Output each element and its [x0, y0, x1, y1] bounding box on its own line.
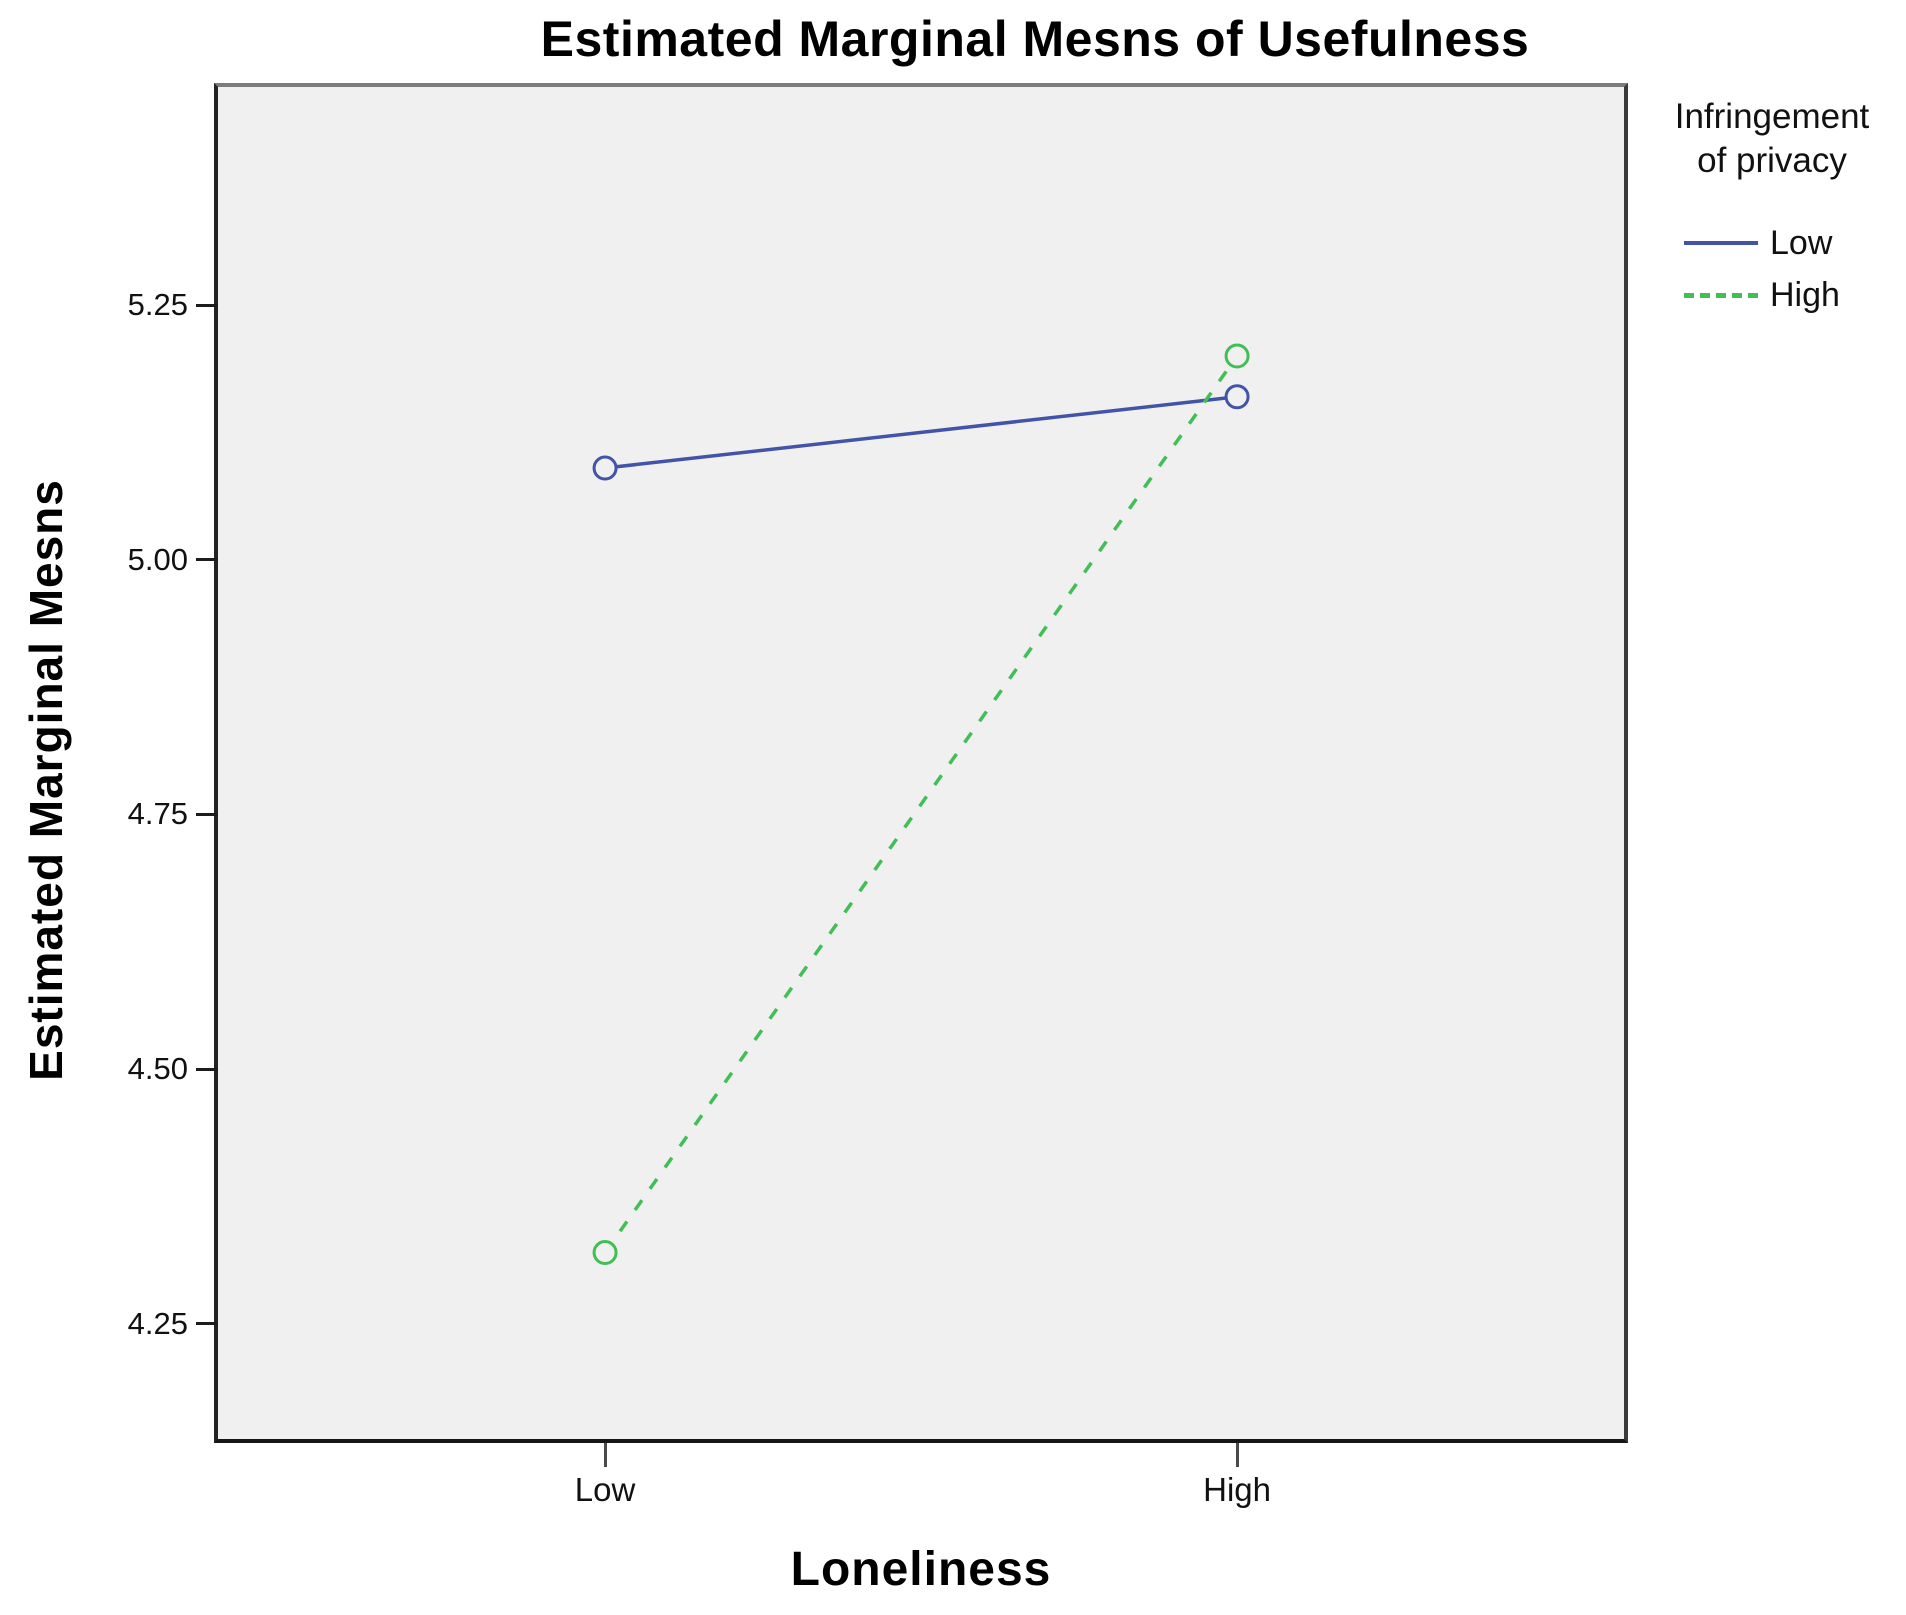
data-point-marker — [592, 455, 618, 481]
y-tick-mark — [196, 1322, 218, 1326]
y-tick-mark — [196, 303, 218, 307]
y-tick-mark — [196, 1067, 218, 1071]
legend-item-high: High — [1638, 269, 1906, 321]
series-plot — [592, 343, 1250, 1266]
legend-title: Infringement of privacy — [1638, 95, 1906, 183]
legend-title-line1: Infringement — [1674, 97, 1870, 136]
legend-swatch-dashed-line-icon — [1684, 292, 1758, 298]
plot-area — [214, 83, 1628, 1443]
y-tick-label: 5.00 — [127, 541, 188, 577]
chart-title: Estimated Marginal Mesns of Usefulness — [540, 11, 1530, 67]
y-tick-mark — [196, 812, 218, 816]
x-tick-label: High — [1203, 1471, 1271, 1508]
legend-item-low: Low — [1638, 217, 1906, 269]
x-tick-label: Low — [574, 1471, 636, 1508]
y-tick-label: 4.25 — [127, 1305, 188, 1341]
data-point-marker — [1224, 343, 1250, 369]
y-tick-label: 5.25 — [127, 287, 188, 323]
legend: Infringement of privacy Low High — [1638, 95, 1906, 321]
x-tick-mark — [1235, 1443, 1239, 1467]
legend-item-label: High — [1770, 275, 1840, 314]
legend-item-label: Low — [1770, 223, 1833, 262]
series-line-high — [603, 354, 1239, 1254]
legend-title-line2: of privacy — [1697, 141, 1847, 180]
data-point-marker — [1224, 384, 1250, 410]
data-point-marker — [592, 1240, 618, 1266]
x-axis-title: Loneliness — [790, 1543, 1052, 1596]
series-line-low — [604, 394, 1238, 470]
legend-items: Low High — [1638, 217, 1906, 321]
y-tick-label: 4.50 — [127, 1051, 188, 1087]
y-tick-label: 4.75 — [127, 796, 188, 832]
y-tick-mark — [196, 558, 218, 562]
x-tick-mark — [603, 1443, 607, 1467]
legend-swatch-solid-line-icon — [1684, 241, 1758, 245]
